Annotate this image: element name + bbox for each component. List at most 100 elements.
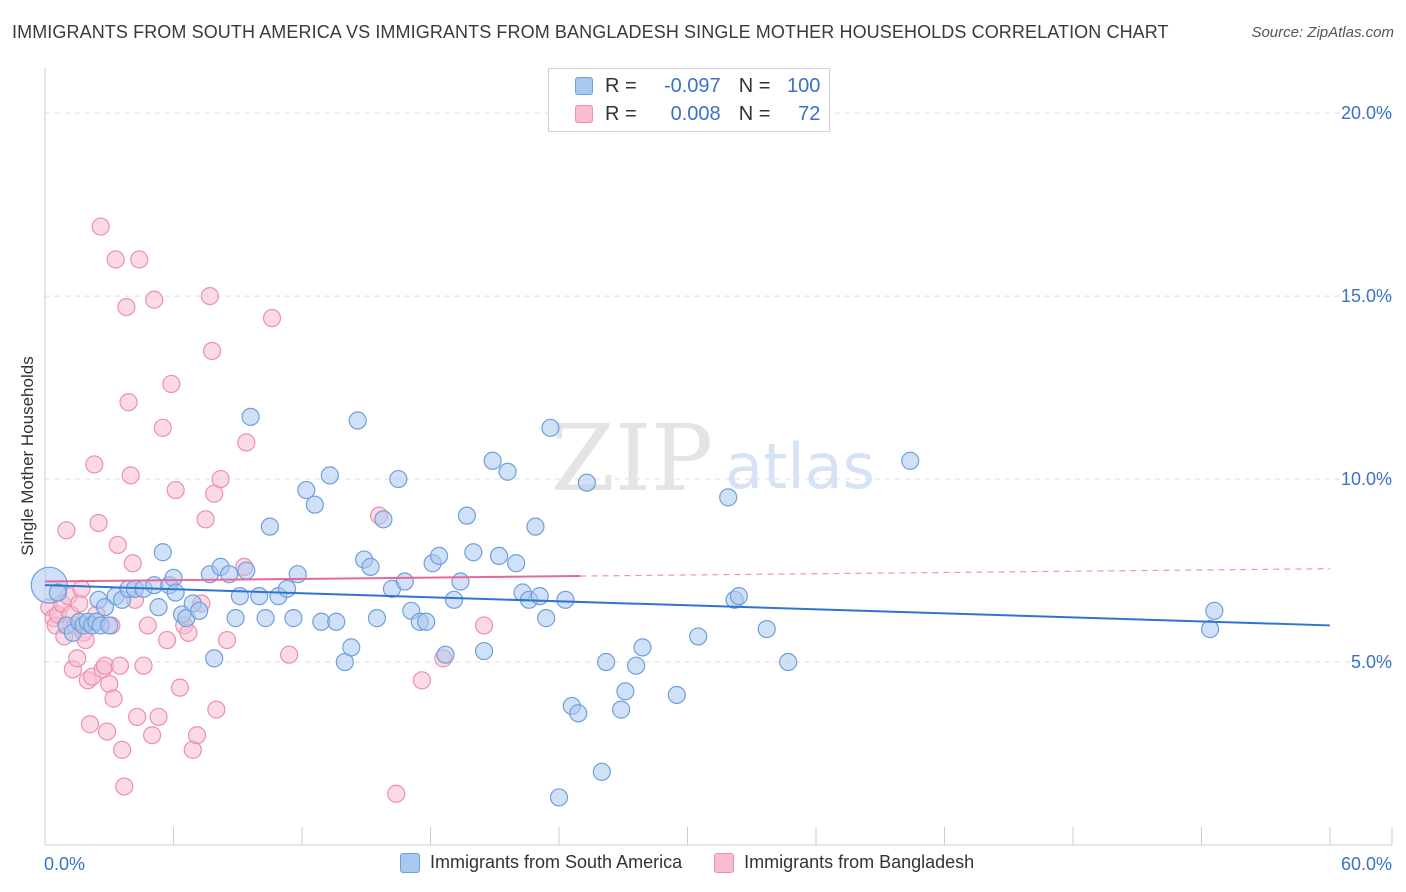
- trend-line-south-america: [44, 584, 1331, 627]
- south-america-point: [250, 587, 269, 606]
- south-america-point: [667, 685, 686, 705]
- south-america-point: [436, 645, 455, 664]
- south-america-point: [541, 418, 560, 437]
- south-america-point: [577, 473, 596, 492]
- y-tick-label-3: 20.0%: [1341, 103, 1392, 123]
- x-tick-label-1: 60.0%: [1341, 854, 1392, 874]
- bangladesh-point: [387, 784, 406, 803]
- stats-row-bangladesh: R = 0.008 N = 72: [575, 101, 820, 127]
- bangladesh-point: [72, 579, 91, 598]
- bangladesh-point: [127, 707, 147, 727]
- bangladesh-point: [262, 308, 282, 328]
- bangladesh-point: [412, 671, 432, 690]
- r-label: R =: [605, 74, 637, 97]
- chart-title: IMMIGRANTS FROM SOUTH AMERICA VS IMMIGRA…: [12, 22, 1169, 42]
- bangladesh-point: [68, 649, 87, 668]
- bangladesh-point: [119, 393, 138, 412]
- south-america-point: [417, 612, 436, 631]
- legend-swatch-pink: [714, 852, 735, 873]
- south-america-point: [95, 598, 115, 617]
- source-note: Source: ZipAtlas.com: [1251, 24, 1394, 41]
- south-america-point: [444, 590, 464, 609]
- south-america-point: [729, 587, 749, 606]
- bangladesh-point: [121, 466, 140, 485]
- stats-swatch-pink: [575, 105, 593, 123]
- trend-lines: [44, 568, 1331, 627]
- tick-labels: 5.0% 10.0% 15.0% 20.0% 0.0% 60.0%: [44, 103, 1392, 874]
- bangladesh-point: [110, 656, 130, 675]
- south-america-point: [451, 572, 470, 591]
- bangladesh-point: [80, 715, 100, 734]
- n-label: N =: [738, 102, 771, 125]
- chart-legend: Immigrants from South America Immigrants…: [400, 852, 1006, 873]
- bangladesh-point: [108, 535, 127, 555]
- south-america-point: [166, 583, 185, 602]
- south-america-point: [237, 561, 256, 580]
- south-america-point: [277, 579, 297, 598]
- bangladesh-point: [157, 630, 177, 650]
- south-america-point: [190, 601, 209, 620]
- bangladesh-point: [200, 286, 220, 306]
- n-label: N =: [738, 74, 771, 97]
- south-america-point: [757, 619, 776, 639]
- bangladesh-point: [117, 297, 136, 317]
- south-america-point: [395, 572, 414, 591]
- south-america-point: [297, 480, 316, 500]
- south-america-point: [389, 469, 408, 489]
- south-america-point: [284, 609, 303, 628]
- south-america-point: [498, 462, 517, 481]
- legend-item-south-america[interactable]: Immigrants from South America: [400, 852, 682, 873]
- n-value-south-america: 100: [787, 74, 821, 97]
- south-america-point: [597, 652, 616, 672]
- south-america-point: [342, 638, 361, 657]
- south-america-point: [616, 682, 635, 701]
- south-america-point: [374, 510, 393, 529]
- r-value-bangladesh: 0.008: [670, 102, 721, 125]
- bangladesh-point: [202, 341, 222, 361]
- south-america-point: [320, 466, 339, 485]
- south-america-point: [1205, 601, 1224, 620]
- bangladesh-point: [57, 521, 76, 540]
- legend-item-bangladesh[interactable]: Immigrants from Bangladesh: [714, 852, 974, 873]
- south-america-point: [719, 488, 738, 507]
- south-america-point: [549, 788, 569, 807]
- south-america-point: [633, 638, 652, 657]
- bangladesh-point: [91, 217, 110, 236]
- watermark-atlas: atlas: [725, 430, 875, 503]
- bangladesh-point: [207, 700, 226, 719]
- bangladesh-point: [134, 656, 153, 675]
- south-america-point: [457, 506, 477, 525]
- bangladesh-point: [149, 707, 168, 727]
- bangladesh-point: [89, 513, 108, 533]
- south-america-point: [260, 517, 279, 536]
- stats-box: R = -0.097 N = 100 R = 0.008 N = 72: [548, 68, 830, 132]
- bangladesh-point: [217, 630, 237, 650]
- south-america-point: [256, 609, 275, 628]
- legend-label-south-america: Immigrants from South America: [430, 852, 683, 872]
- legend-label-bangladesh: Immigrants from Bangladesh: [744, 852, 975, 872]
- south-america-point: [489, 546, 509, 566]
- south-america-point: [429, 546, 449, 566]
- south-america-point: [530, 587, 549, 606]
- south-america-point: [569, 704, 588, 723]
- r-label: R =: [605, 102, 637, 125]
- bangladesh-point: [98, 722, 117, 741]
- x-tick-label-0: 0.0%: [44, 854, 85, 874]
- south-america-point: [537, 609, 556, 628]
- y-tick-label-2: 15.0%: [1341, 286, 1392, 306]
- bangladesh-point: [196, 510, 215, 529]
- south-america-point: [464, 543, 483, 562]
- south-america-point: [556, 590, 575, 609]
- south-america-point: [626, 656, 646, 675]
- stats-row-south-america: R = -0.097 N = 100: [575, 73, 820, 99]
- south-america-point: [779, 652, 798, 672]
- south-america-point: [305, 495, 324, 514]
- bangladesh-point: [130, 250, 149, 269]
- bangladesh-point: [145, 290, 164, 309]
- bangladesh-point: [170, 678, 190, 697]
- south-america-point: [526, 517, 545, 536]
- bangladesh-point: [138, 616, 157, 635]
- stats-swatch-blue: [575, 77, 593, 95]
- bangladesh-point: [211, 469, 230, 489]
